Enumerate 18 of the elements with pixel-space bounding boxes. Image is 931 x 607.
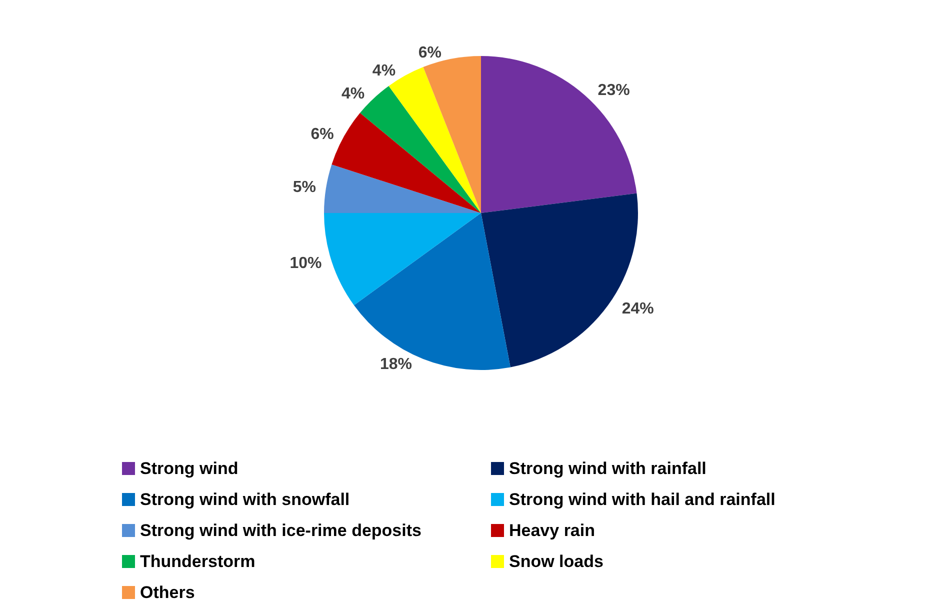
data-label: 6% [418, 44, 442, 62]
legend-label: Strong wind with rainfall [509, 459, 706, 478]
legend-label: Strong wind with ice-rime deposits [140, 521, 422, 540]
data-label: 10% [290, 254, 322, 272]
legend-label: Strong wind with hail and rainfall [509, 490, 776, 509]
legend-label: Strong wind [140, 459, 238, 478]
legend-label: Snow loads [509, 552, 604, 571]
legend-label: Heavy rain [509, 521, 595, 540]
legend-label: Strong wind with snowfall [140, 490, 350, 509]
legend-label: Thunderstorm [140, 552, 256, 571]
data-label: 4% [341, 86, 365, 103]
data-label: 4% [372, 62, 396, 80]
data-label: 6% [310, 126, 334, 143]
data-label: 23% [598, 82, 630, 100]
data-label: 5% [292, 179, 316, 196]
legend-label: Others [140, 583, 195, 602]
data-label: 18% [380, 356, 412, 374]
data-label: 24% [622, 300, 654, 318]
